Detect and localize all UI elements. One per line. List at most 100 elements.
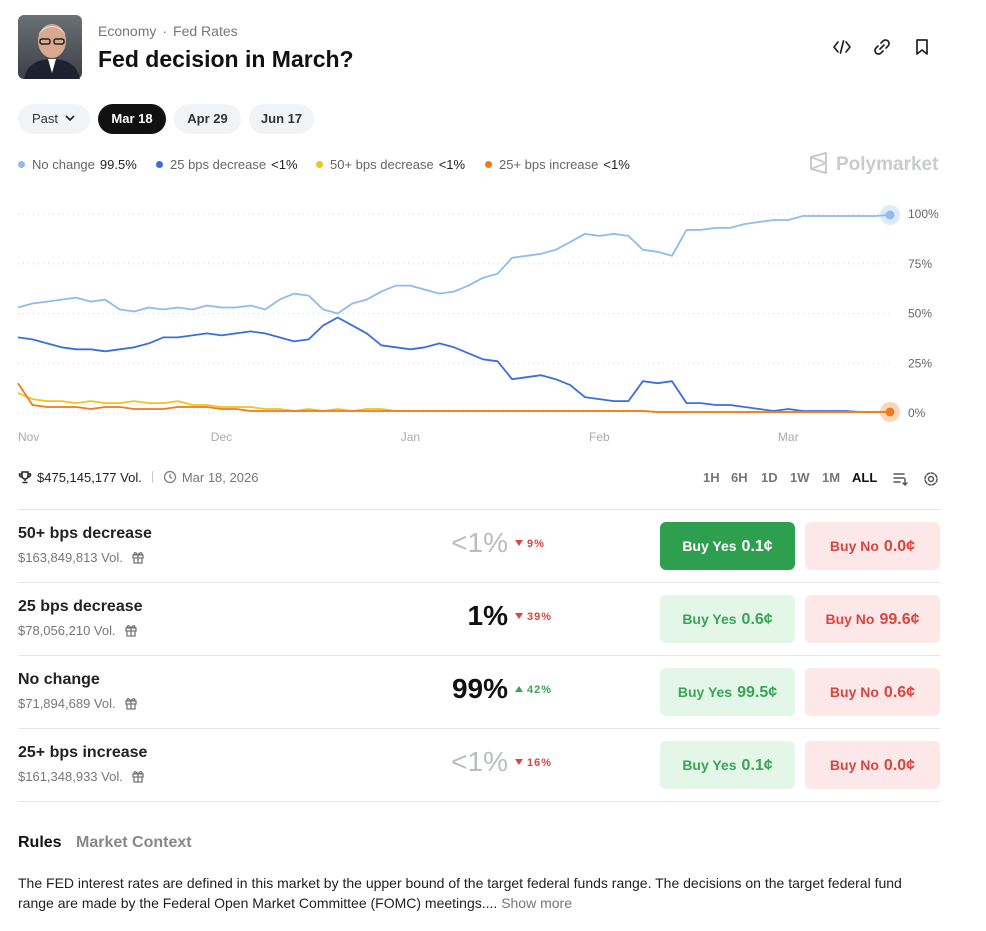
outcome-volume-wrap: $78,056,210 Vol. [18,623,138,638]
buy-no-label: Buy No [825,611,875,627]
buy-no-button[interactable]: Buy No 0.0¢ [805,522,940,570]
date-tab[interactable]: Jun 17 [249,104,314,134]
buy-no-label: Buy No [829,684,879,700]
legend-value: <1% [438,157,466,172]
gift-icon[interactable] [131,769,145,783]
outcome-row[interactable]: 25+ bps increase $161,348,933 Vol. <1% 16% B… [0,728,986,801]
buy-yes-button[interactable]: Buy Yes 99.5¢ [660,668,795,716]
breadcrumb[interactable]: Economy [98,23,157,39]
divider [151,471,153,483]
stats: $475,145,177 Vol. Mar 18, 2026 [18,470,258,485]
outcome-volume: $71,894,689 Vol. [18,696,116,711]
timeframe[interactable]: 6H [731,470,748,485]
outcome-name: No change [18,671,100,688]
change-arrow [515,613,523,619]
trophy-icon [18,471,32,484]
breadcrumb[interactable]: Fed Rates [173,23,238,39]
x-tick-label: Mar [778,430,799,444]
chart: 0% 25% 50% 75% 100% Nov Dec Jan Feb Mar [17,204,939,444]
outcome-chance: <1% [451,746,508,777]
gift [132,552,144,564]
gift [124,698,137,710]
timeframe[interactable]: 1H [703,470,720,485]
buy-no-label: Buy No [829,538,879,554]
outcome-chance: 1% [467,600,508,631]
buy-no-price: 99.6¢ [879,611,920,628]
clock-icon [163,470,177,484]
buy-no-button[interactable]: Buy No 0.0¢ [805,741,940,789]
legend-dot [18,161,25,168]
past-dropdown[interactable]: Past [18,104,90,134]
buy-no-button[interactable]: Buy No 99.6¢ [805,595,940,643]
info-tab[interactable]: Market Context [76,834,192,851]
y-tick-label: 75% [908,257,932,271]
timeframe[interactable]: ALL [852,470,878,485]
buy-no-button[interactable]: Buy No 0.6¢ [805,668,940,716]
toolbar [833,39,928,55]
legend-item: 25+ bps increase <1% [485,157,630,172]
outcome-row[interactable]: 25 bps decrease $78,056,210 Vol. 1% 39% Buy … [0,582,986,655]
gift [124,625,137,637]
sort-icon[interactable] [893,473,908,487]
timeframe[interactable]: 1D [761,470,778,485]
show-more[interactable]: Show more [501,895,572,911]
legend-name: 25 bps decrease [170,157,267,172]
outcome-volume-wrap: $71,894,689 Vol. [18,696,138,711]
embed-icon[interactable] [833,40,851,54]
brand-logo [810,152,827,174]
gift-icon[interactable] [124,696,138,710]
outcome-volume-wrap: $161,348,933 Vol. [18,769,145,784]
endpoint [885,210,895,220]
x-tick-label: Dec [211,430,232,444]
buy-yes-button[interactable]: Buy Yes 0.1¢ [660,522,795,570]
gift-icon[interactable] [124,623,138,637]
arrow [515,540,523,546]
past-label: Past [31,111,58,126]
buy-yes-label: Buy Yes [682,611,737,627]
buy-yes-button[interactable]: Buy Yes 0.1¢ [660,741,795,789]
legend-item: 50+ bps decrease <1% [316,157,465,172]
brand: Polymarket [808,152,938,176]
series-line [17,214,891,315]
link-icon[interactable] [874,39,890,55]
chevron [65,115,75,122]
buy-yes-price: 99.5¢ [737,684,778,701]
date-tab[interactable]: Apr 29 [174,104,241,134]
outcome-change: 39% [527,611,553,623]
buy-yes-label: Buy Yes [682,538,737,554]
buy-yes-price: 0.1¢ [741,757,773,774]
legend-name: 50+ bps decrease [330,157,434,172]
info-tab[interactable]: Rules [18,834,62,851]
y-tick-label: 50% [908,307,932,321]
y-tick-label: 0% [908,406,926,420]
outcome-change-wrap: 42% [515,684,552,696]
change-arrow [515,540,523,546]
gift-icon[interactable] [131,550,145,564]
row-divider [18,728,940,729]
settings-icon[interactable] [924,472,938,486]
bookmark-icon[interactable] [916,39,928,55]
outcome-row[interactable]: No change $71,894,689 Vol. 99% 42% Buy Yes 99… [0,655,986,728]
change-arrow [515,759,523,765]
row-divider [18,655,940,656]
row-divider [18,509,940,510]
legend-dot [156,161,163,168]
endpoint [885,407,895,417]
buy-yes-button[interactable]: Buy Yes 0.6¢ [660,595,795,643]
timeframe[interactable]: 1M [822,470,841,485]
legend-name: 25+ bps increase [499,157,599,172]
buy-no-price: 0.0¢ [883,757,916,774]
market-title: Fed decision in March? [98,46,354,72]
arrow [515,613,523,619]
row-divider [18,801,940,802]
date-tab[interactable]: Mar 18 [98,104,166,134]
buy-yes-price: 0.1¢ [741,538,773,555]
outcome-change: 42% [527,684,553,696]
outcome-row[interactable]: 50+ bps decrease $163,849,813 Vol. <1% 9% Bu… [0,509,986,582]
x-tick-label: Jan [401,430,420,444]
outcome-change-wrap: 16% [515,757,552,769]
row-divider [18,582,940,583]
timeframe[interactable]: 1W [790,470,810,485]
end-date: Mar 18, 2026 [181,470,259,485]
legend-value: <1% [271,157,298,172]
